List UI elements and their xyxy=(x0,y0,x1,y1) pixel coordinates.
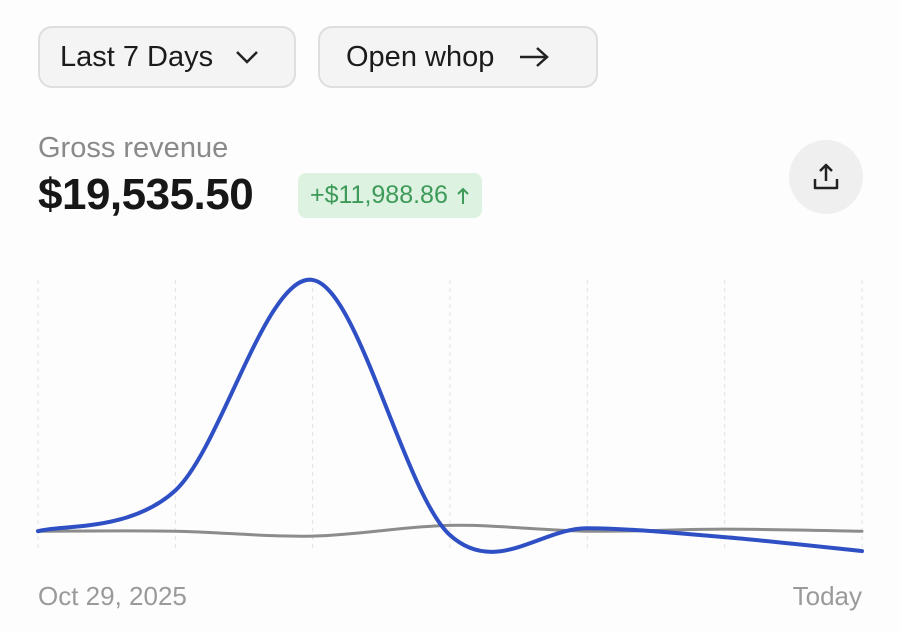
share-button[interactable] xyxy=(789,140,863,214)
line-series xyxy=(36,277,864,554)
open-button[interactable]: Open whop xyxy=(318,26,598,88)
chevron-icon xyxy=(236,51,259,64)
range-label: Last 7 Days xyxy=(60,40,214,73)
metric-label: Gross revenue xyxy=(38,132,229,164)
metric-value: $19,535.50 xyxy=(38,170,254,219)
change-value: +$11,988.86 xyxy=(310,181,448,209)
x-tick-label: Today xyxy=(793,581,862,611)
arrow-icon xyxy=(520,47,550,67)
share-icon xyxy=(813,163,839,190)
change-badge: +$11,988.86 xyxy=(298,173,482,218)
x-tick-label: Oct 29, 2025 xyxy=(38,581,187,611)
range-button[interactable]: Last 7 Days xyxy=(38,26,296,88)
line-series xyxy=(36,523,864,538)
up-icon xyxy=(457,187,469,204)
open-label: Open whop xyxy=(346,40,495,73)
